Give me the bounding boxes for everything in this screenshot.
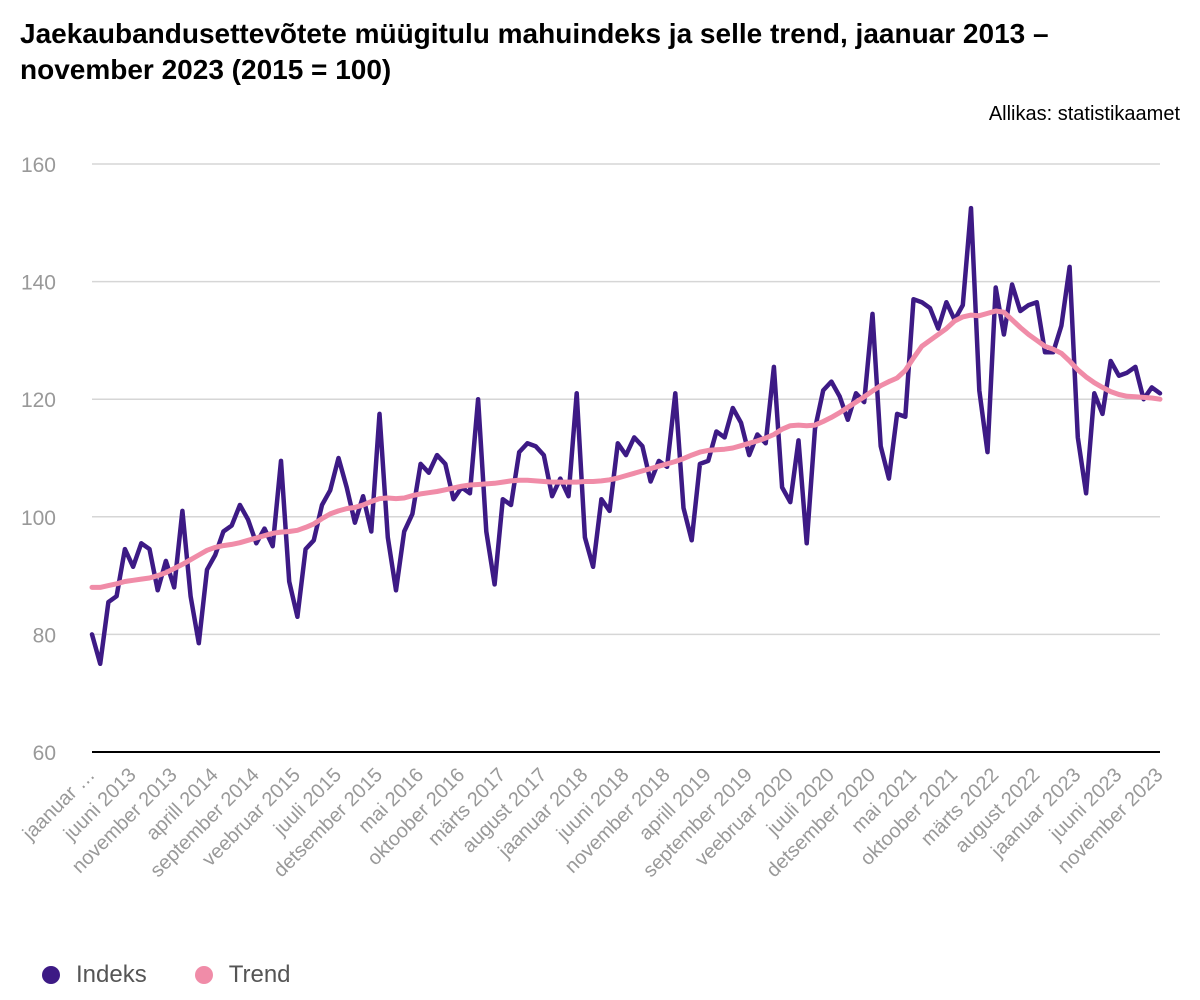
legend-item-trend[interactable]: Trend <box>194 961 291 989</box>
gridlines <box>92 163 1160 753</box>
chart-title: Jaekaubandusettevõtete müügitulu mahuind… <box>20 18 1049 85</box>
series-lines <box>89 205 1163 667</box>
legend: Indeks Trend <box>42 961 339 989</box>
y-tick-label: 160 <box>21 154 56 177</box>
source-label: Allikas: statistikaamet <box>988 103 1180 125</box>
legend-dot-trend <box>194 966 213 984</box>
y-tick-label: 60 <box>33 742 56 765</box>
y-tick-label: 80 <box>33 624 56 647</box>
y-tick-label: 120 <box>21 389 56 412</box>
legend-label-indeks: Indeks <box>76 961 147 988</box>
series-line-indeks <box>89 205 1163 667</box>
series-line-trend <box>89 308 1163 590</box>
legend-item-indeks[interactable]: Indeks <box>42 961 147 989</box>
legend-dot-indeks <box>42 966 60 984</box>
y-tick-label: 140 <box>21 272 56 295</box>
y-axis-ticks: 60 80 100 120 140 160 <box>21 154 56 765</box>
legend-label-trend: Trend <box>228 961 291 988</box>
y-tick-label: 100 <box>21 507 56 530</box>
